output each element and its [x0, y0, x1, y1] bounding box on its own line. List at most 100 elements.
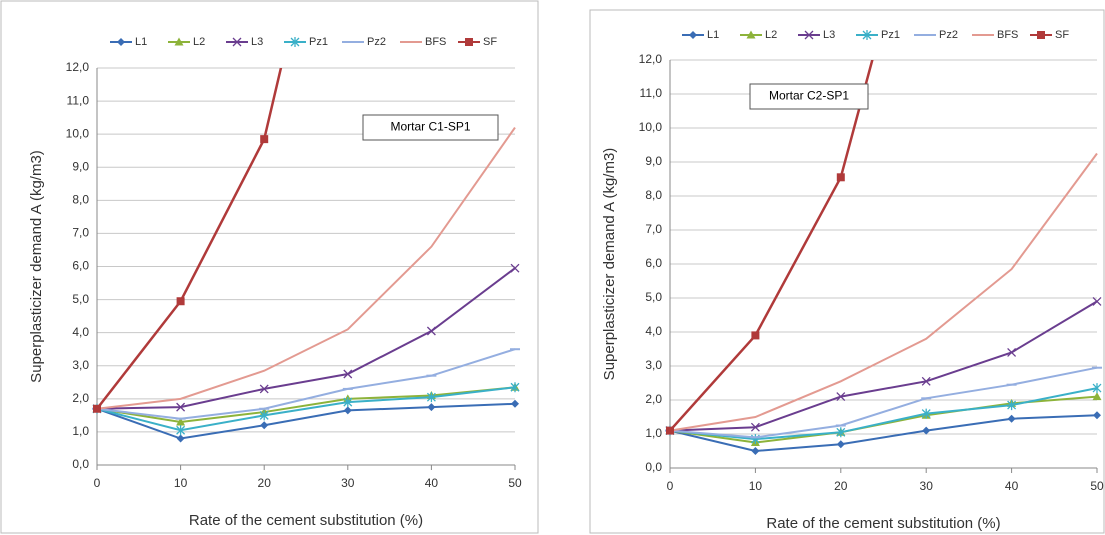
legend-marker: [232, 37, 242, 47]
series-line: [669, 414, 1098, 453]
y-tick-label: 12,0: [66, 60, 90, 74]
marker: [921, 408, 931, 419]
x-axis-title: Rate of the cement substitution (%): [189, 512, 423, 529]
marker: [1092, 392, 1102, 401]
x-tick-label: 40: [425, 476, 439, 490]
legend-label: BFS: [425, 36, 446, 48]
y-tick-label: 10,0: [639, 120, 663, 134]
marker: [259, 410, 269, 421]
legend-label: L2: [765, 29, 777, 41]
legend-label: L1: [707, 29, 719, 41]
y-tick-label: 3,0: [645, 358, 662, 372]
y-tick-label: 5,0: [72, 292, 89, 306]
y-tick-label: 5,0: [645, 290, 662, 304]
marker: [666, 426, 674, 435]
x-tick-label: 30: [341, 476, 355, 490]
marker: [1007, 347, 1017, 357]
x-tick-label: 0: [667, 479, 674, 493]
marker: [1007, 400, 1017, 411]
legend-marker: [804, 30, 814, 40]
annotation: Mortar C1-SP1: [390, 120, 470, 134]
y-tick-label: 11,0: [67, 93, 90, 107]
series-line: [96, 267, 516, 410]
plot-area: [665, 60, 1102, 455]
marker: [260, 421, 269, 430]
legend-label: SF: [1055, 29, 1069, 41]
y-tick-label: 4,0: [645, 324, 662, 338]
marker: [176, 402, 186, 412]
y-tick-label: 3,0: [72, 358, 89, 372]
legend-label: L2: [193, 36, 205, 48]
legend-label: Pz2: [367, 36, 386, 48]
x-tick-label: 30: [920, 479, 934, 493]
marker: [1092, 383, 1102, 394]
y-tick-label: 12,0: [639, 52, 663, 66]
y-tick-label: 6,0: [72, 259, 89, 273]
annotation: Mortar C2-SP1: [769, 89, 849, 103]
panel-frame: [589, 9, 1105, 534]
marker: [343, 369, 353, 379]
y-tick-label: 7,0: [72, 226, 89, 240]
x-tick-label: 50: [508, 476, 522, 490]
y-tick-label: 10,0: [66, 126, 90, 140]
marker: [343, 406, 352, 415]
marker: [836, 173, 845, 182]
y-tick-label: 9,0: [72, 159, 89, 173]
legend-label: Pz2: [939, 29, 958, 41]
series-line: [669, 60, 874, 432]
marker: [836, 427, 846, 438]
annotation-box: [749, 83, 869, 110]
legend-label: L3: [251, 36, 263, 48]
marker: [1093, 411, 1101, 420]
x-tick-label: 20: [258, 476, 272, 490]
series-line: [96, 126, 516, 410]
legend-label: Pz1: [309, 36, 328, 48]
marker: [921, 376, 931, 386]
legend-marker: [117, 38, 125, 46]
y-axis-title: Superplasticizer demand A (kg/m3): [601, 148, 618, 381]
legend-marker: [174, 37, 184, 46]
marker: [176, 297, 185, 306]
y-tick-label: 0,0: [645, 460, 662, 474]
marker: [426, 326, 436, 336]
annotation-box: [362, 114, 499, 141]
marker: [510, 382, 520, 393]
x-tick-label: 10: [749, 479, 763, 493]
marker: [426, 392, 436, 403]
marker: [259, 384, 269, 394]
marker: [260, 135, 269, 144]
x-tick-label: 40: [1005, 479, 1019, 493]
marker: [750, 422, 760, 432]
marker: [511, 399, 519, 408]
x-tick-label: 10: [174, 476, 188, 490]
legend-marker: [746, 30, 756, 39]
y-tick-label: 6,0: [645, 256, 662, 270]
series-line: [96, 386, 516, 424]
marker: [836, 440, 845, 449]
y-tick-label: 8,0: [72, 193, 89, 207]
y-tick-label: 9,0: [645, 154, 662, 168]
series-line: [96, 402, 516, 440]
y-tick-label: 4,0: [72, 325, 89, 339]
series-line: [96, 348, 516, 420]
marker: [751, 447, 760, 455]
series-line: [669, 300, 1098, 432]
series-line: [669, 366, 1098, 439]
legend-marker: [290, 37, 300, 47]
legend-label: L3: [823, 29, 835, 41]
y-tick-label: 0,0: [72, 457, 89, 471]
x-tick-label: 20: [834, 479, 848, 493]
marker: [922, 426, 931, 435]
legend-label: BFS: [997, 29, 1018, 41]
y-tick-label: 1,0: [72, 424, 89, 438]
y-axis-title: Superplasticizer demand A (kg/m3): [28, 150, 45, 383]
y-tick-label: 2,0: [645, 392, 662, 406]
marker: [176, 434, 185, 443]
plot-area: [92, 68, 520, 443]
x-tick-label: 0: [94, 476, 101, 490]
marker: [427, 403, 436, 412]
legend-label: Pz1: [881, 29, 900, 41]
marker: [343, 397, 353, 408]
legend-label: L1: [135, 36, 147, 48]
